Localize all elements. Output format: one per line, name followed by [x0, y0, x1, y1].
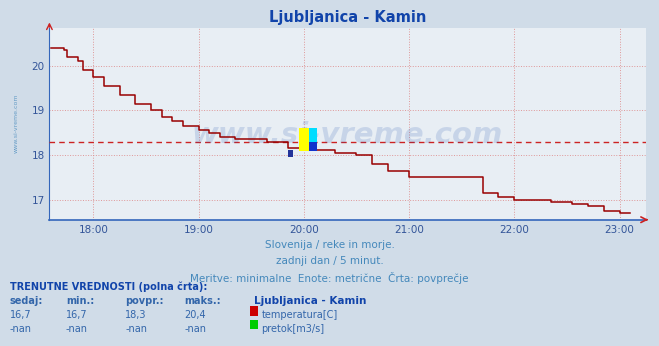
Bar: [309, 142, 318, 152]
Text: 20,4: 20,4: [185, 310, 206, 320]
Bar: [309, 128, 318, 152]
Text: 16,7: 16,7: [10, 310, 32, 320]
Text: pretok[m3/s]: pretok[m3/s]: [262, 324, 325, 334]
Text: -nan: -nan: [185, 324, 206, 334]
Text: -nan: -nan: [66, 324, 88, 334]
Text: Meritve: minimalne  Enote: metrične  Črta: povprečje: Meritve: minimalne Enote: metrične Črta:…: [190, 272, 469, 284]
Text: www.si-vreme.com: www.si-vreme.com: [192, 121, 503, 149]
Text: Slovenija / reke in morje.: Slovenija / reke in morje.: [264, 240, 395, 251]
Text: sedaj:: sedaj:: [10, 296, 43, 306]
Text: zadnji dan / 5 minut.: zadnji dan / 5 minut.: [275, 256, 384, 266]
Text: -nan: -nan: [125, 324, 147, 334]
Text: 18,3: 18,3: [125, 310, 147, 320]
Text: povpr.:: povpr.:: [125, 296, 163, 306]
Bar: [288, 151, 293, 157]
Title: Ljubljanica - Kamin: Ljubljanica - Kamin: [269, 10, 426, 25]
Text: www.si-vreme.com: www.si-vreme.com: [14, 94, 19, 153]
Text: temperatura[C]: temperatura[C]: [262, 310, 338, 320]
Text: -nan: -nan: [10, 324, 32, 334]
Text: maks.:: maks.:: [185, 296, 221, 306]
Bar: [299, 128, 318, 152]
Text: 16,7: 16,7: [66, 310, 88, 320]
Text: Ljubljanica - Kamin: Ljubljanica - Kamin: [254, 296, 366, 306]
Text: min.:: min.:: [66, 296, 94, 306]
Text: TRENUTNE VREDNOSTI (polna črta):: TRENUTNE VREDNOSTI (polna črta):: [10, 282, 208, 292]
